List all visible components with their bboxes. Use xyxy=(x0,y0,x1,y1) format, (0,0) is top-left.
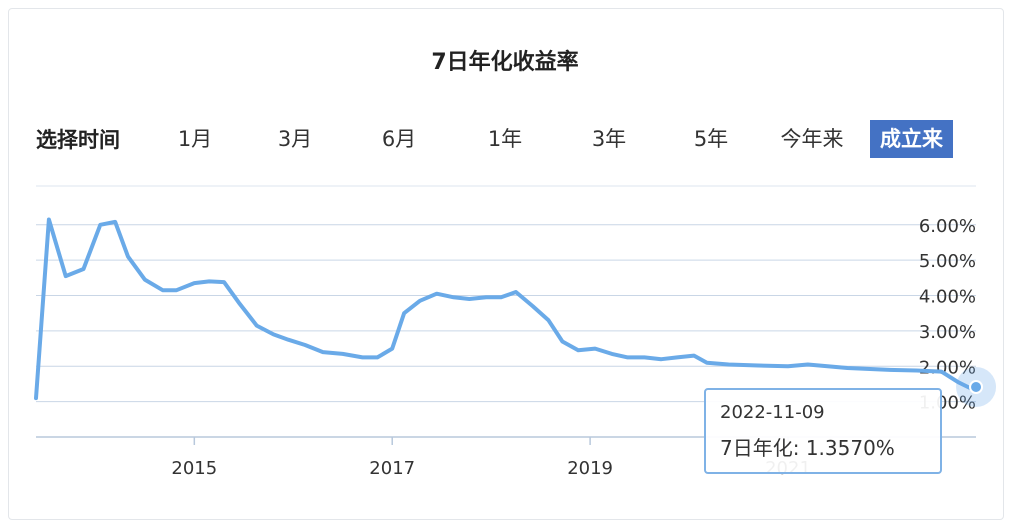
x-tick-label: 2019 xyxy=(567,458,613,479)
range-option-1-year[interactable]: 1年 xyxy=(487,127,523,151)
series-group xyxy=(34,217,974,401)
tooltip-date: 2022-11-09 xyxy=(720,402,825,423)
y-tick-label: 4.00% xyxy=(919,287,976,308)
focus-marker-group xyxy=(956,366,997,407)
y-tick-label: 6.00% xyxy=(919,216,976,237)
range-option-ytd[interactable]: 今年来 xyxy=(780,127,844,151)
range-option-5-years[interactable]: 5年 xyxy=(693,127,729,151)
range-option-1-month[interactable]: 1月 xyxy=(177,127,213,151)
focus-point[interactable] xyxy=(969,379,984,394)
tooltip-value: 7日年化: 1.3570% xyxy=(720,436,895,460)
range-option-since-inception[interactable]: 成立来 xyxy=(870,120,953,158)
x-tick-label: 2017 xyxy=(369,458,415,479)
range-selector-label: 选择时间 xyxy=(36,128,120,152)
range-option-3-years[interactable]: 3年 xyxy=(591,127,627,151)
chart-title: 7日年化收益率 xyxy=(431,50,579,75)
range-option-6-months[interactable]: 6月 xyxy=(381,127,417,151)
time-range-selector: 选择时间 1月 3月 6月 1年 3年 5年 今年来 成立来 xyxy=(30,118,970,158)
y-tick-label: 3.00% xyxy=(919,322,976,343)
x-tick-label: 2015 xyxy=(171,458,217,479)
range-option-3-months[interactable]: 3月 xyxy=(277,127,313,151)
y-tick-label: 5.00% xyxy=(919,251,976,272)
series-line xyxy=(34,217,974,401)
data-tooltip: 2022-11-09 7日年化: 1.3570% xyxy=(704,388,942,474)
